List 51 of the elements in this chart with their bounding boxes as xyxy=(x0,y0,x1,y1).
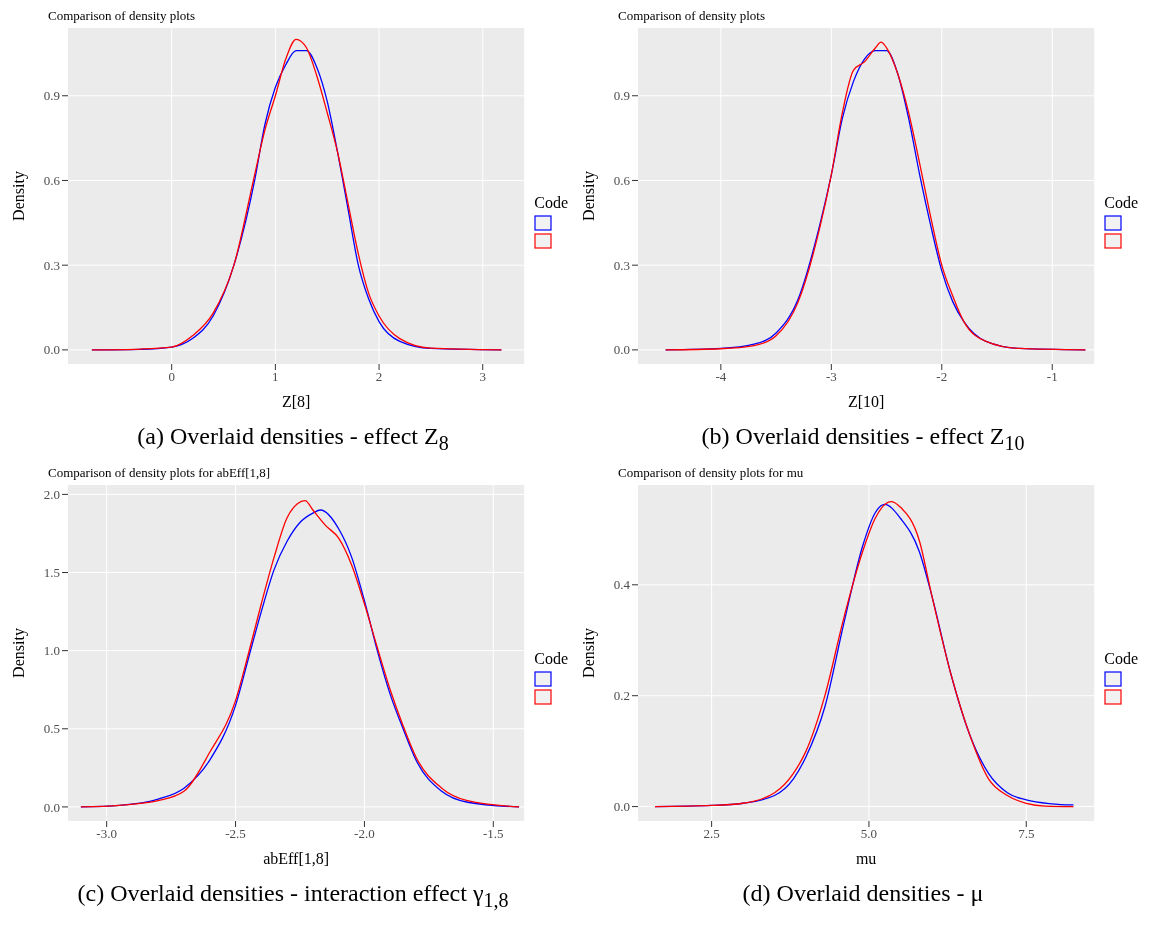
y-tick-label: 0.6 xyxy=(613,173,631,189)
y-tick-label: 0.0 xyxy=(43,342,60,358)
y-tick-label: 0.0 xyxy=(613,799,630,814)
x-tick-label: -1 xyxy=(1046,369,1058,385)
x-tick-label: -3.0 xyxy=(96,826,117,842)
text: (a) Overlaid densities - effect Z$_{8}$ xyxy=(136,423,450,455)
x-axis-title: Z[10] xyxy=(847,393,885,410)
chart-title: Comparison of density plots for abEff[1,8] xyxy=(48,464,272,481)
y-tick-label: 0.3 xyxy=(43,257,60,273)
x-tick-label: 5.0 xyxy=(860,826,878,842)
x-tick-label: -3 xyxy=(825,369,837,385)
text: (d) Overlaid densities - μ xyxy=(741,879,985,907)
x-tick-label: 2.5 xyxy=(703,826,720,842)
y-tick-label: 0.0 xyxy=(613,342,630,358)
x-tick-label: 0 xyxy=(168,369,175,385)
x-tick-label: 2 xyxy=(375,369,383,385)
x-axis-title: abEff[1,8] xyxy=(263,849,330,867)
chart-title: Comparison of density plots xyxy=(618,8,766,24)
y-tick-label: 0.4 xyxy=(613,577,631,593)
text: (b) Overlaid densities - effect Z$_{10}$ xyxy=(700,423,1026,455)
legend-title: Code xyxy=(1104,650,1138,669)
x-axis-title: mu xyxy=(855,849,877,867)
legend-title: Code xyxy=(534,193,568,212)
chart-title: Comparison of density plots for mu xyxy=(618,464,805,481)
y-tick-label: 0.9 xyxy=(43,88,60,104)
y-axis-title: Density xyxy=(579,627,598,678)
x-tick-label: 3 xyxy=(479,369,486,385)
x-tick-label: -4 xyxy=(715,369,727,385)
y-tick-label: 0.6 xyxy=(43,173,61,189)
y-tick-label: 0.3 xyxy=(613,257,630,273)
x-tick-label: 7.5 xyxy=(1018,826,1035,842)
x-tick-label: -2 xyxy=(936,369,948,385)
x-tick-label: -2.5 xyxy=(225,826,246,842)
text: (c) Overlaid densities - interaction effect γ$_{1,8}$ xyxy=(76,879,510,912)
y-axis-title: Density xyxy=(9,627,28,678)
y-tick-label: 1.5 xyxy=(43,564,60,580)
y-tick-label: 2.0 xyxy=(43,486,60,502)
y-axis-title: Density xyxy=(9,171,28,221)
y-tick-label: 0.9 xyxy=(613,88,630,104)
y-tick-label: 1.0 xyxy=(43,643,60,659)
legend-title: Code xyxy=(534,650,568,669)
x-tick-label: 1 xyxy=(272,369,279,385)
y-tick-label: 0.0 xyxy=(43,799,60,815)
x-tick-label: -1.5 xyxy=(482,826,504,842)
y-tick-label: 0.2 xyxy=(613,688,630,704)
y-axis-title: Density xyxy=(579,171,598,221)
x-tick-label: -2.0 xyxy=(354,826,375,842)
legend-title: Code xyxy=(1104,193,1138,212)
chart-title: Comparison of density plots xyxy=(48,8,196,24)
y-tick-label: 0.5 xyxy=(43,721,60,737)
x-axis-title: Z[8] xyxy=(281,393,311,410)
